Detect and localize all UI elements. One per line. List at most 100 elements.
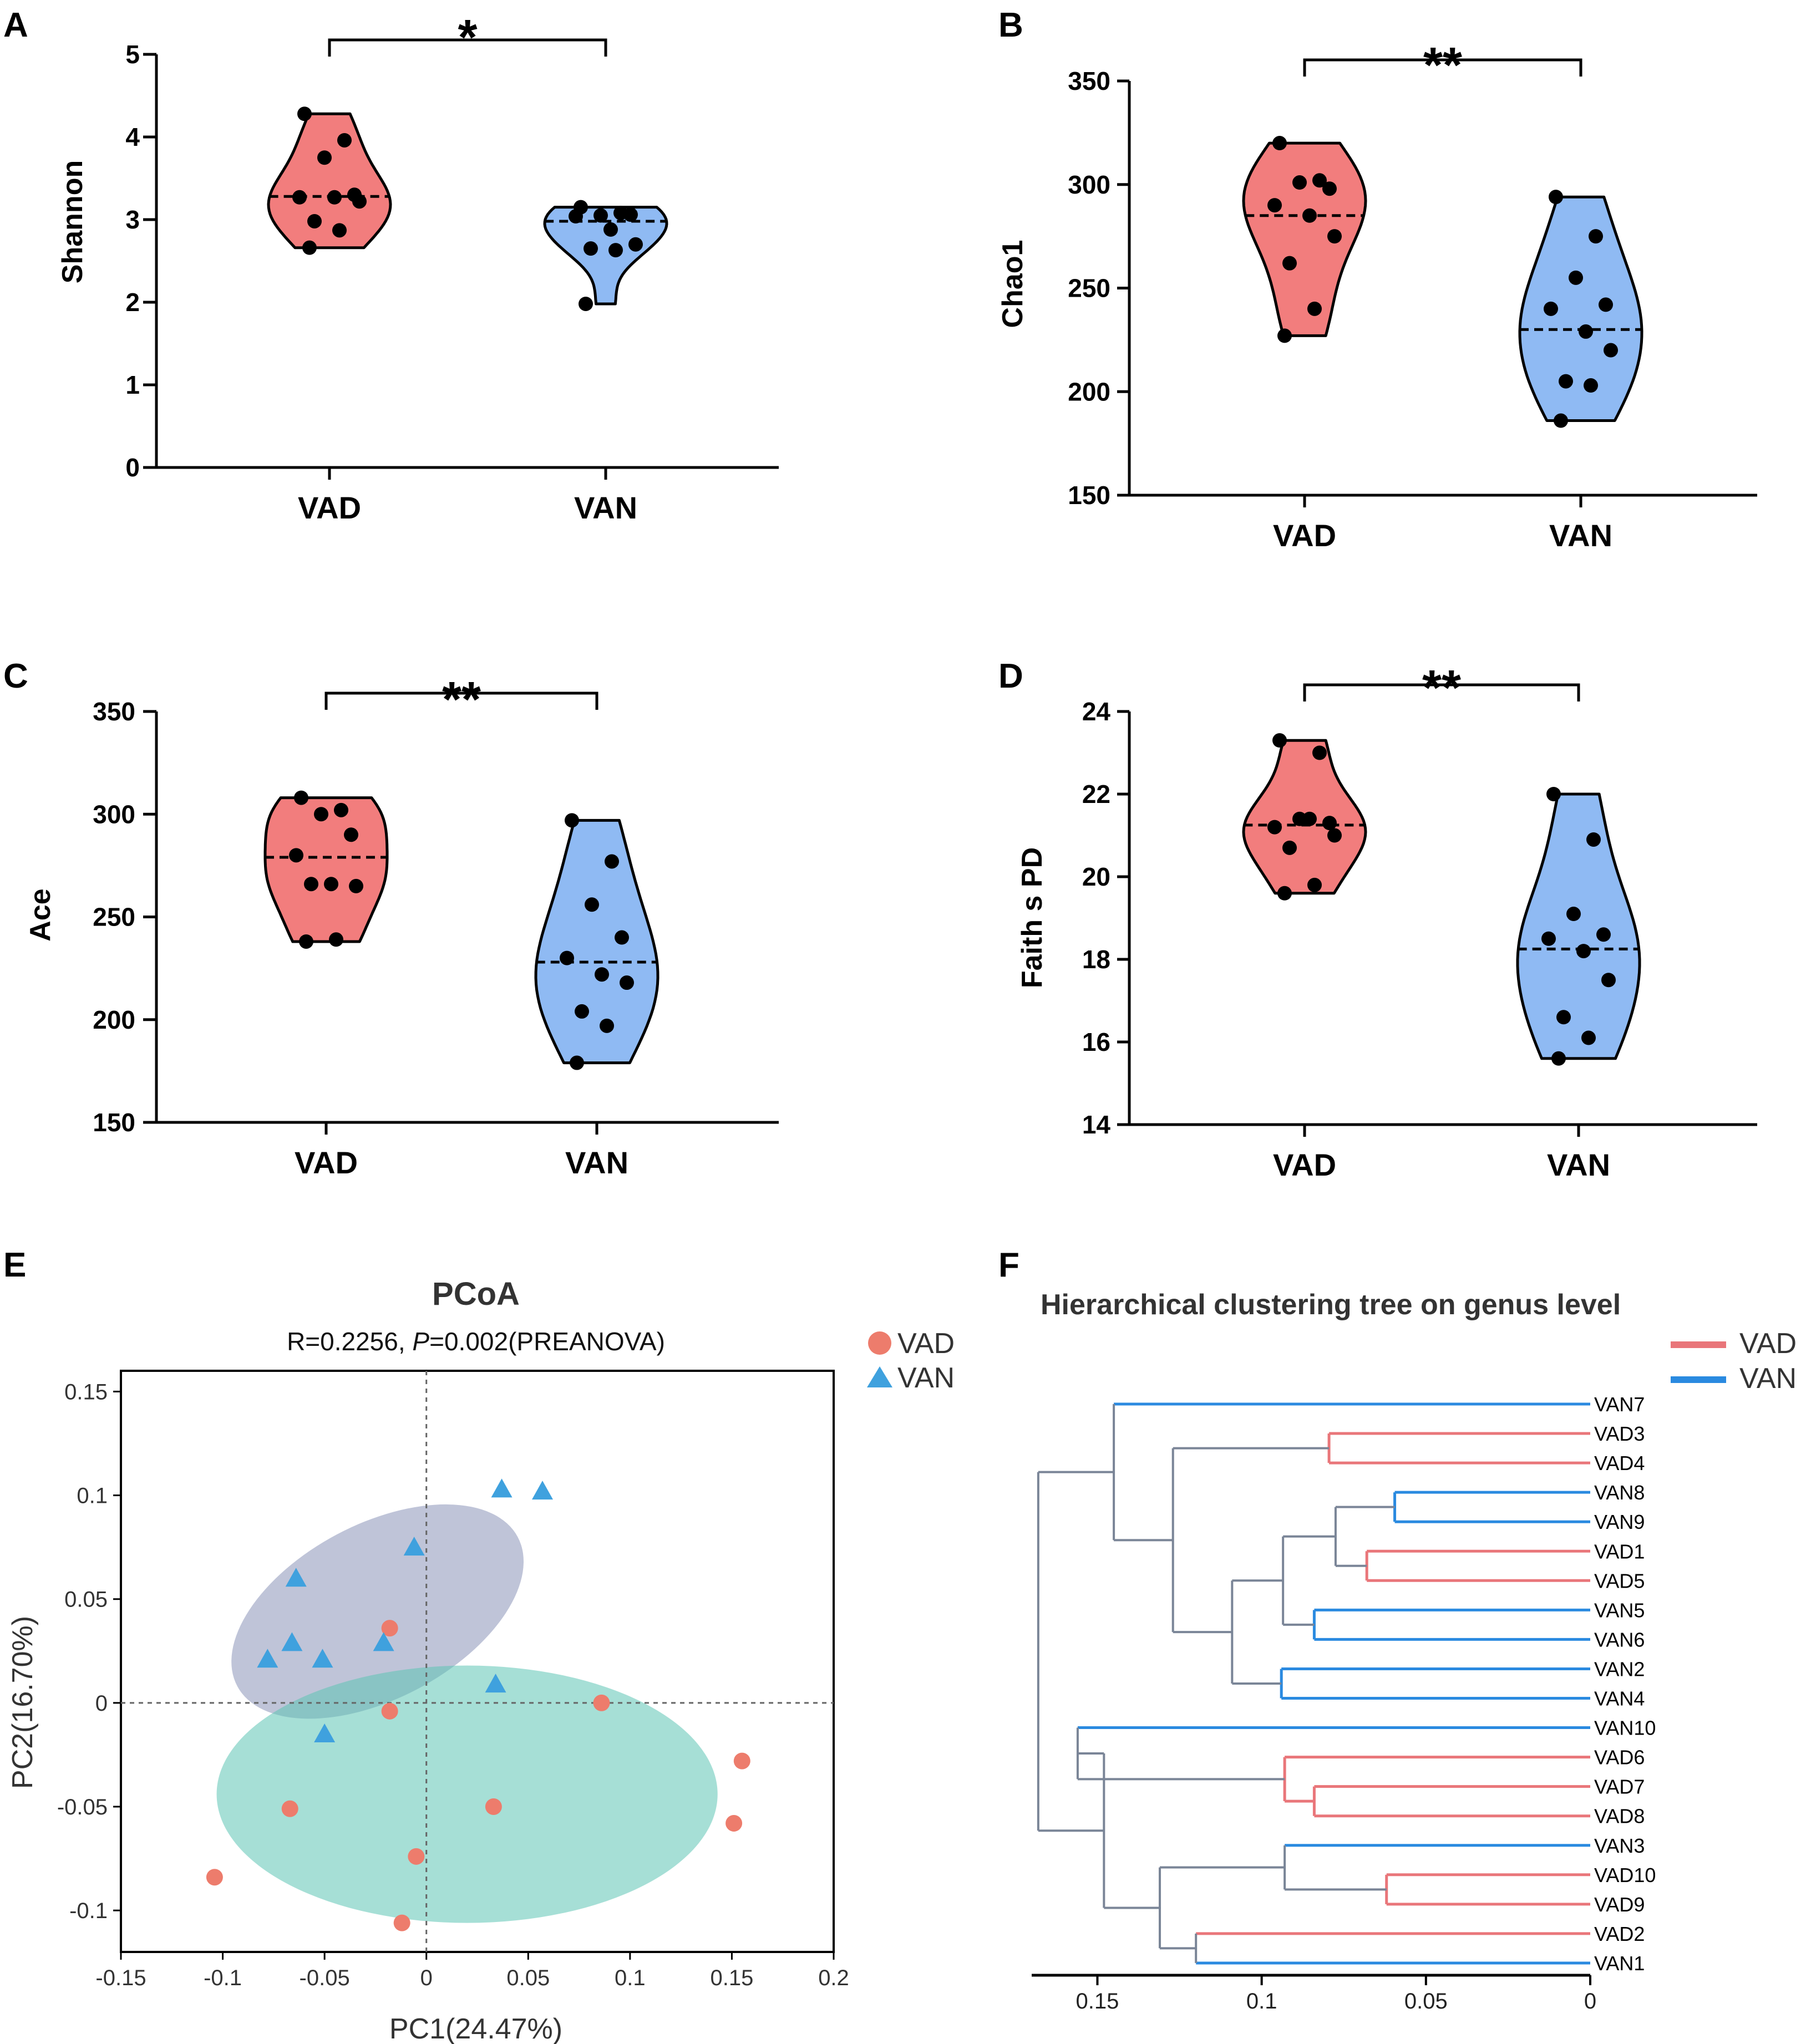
y-tick-label-a: 3 (125, 205, 140, 234)
leaf-label: VAD6 (1594, 1746, 1645, 1769)
panel-e: E PCoA R=0.2256, P=0.002(PREANOVA) -0.15… (3, 1246, 955, 2044)
y-tick-label-d: 22 (1082, 780, 1110, 809)
data-point-van-c (600, 1018, 614, 1033)
pcoa-x-tick-label: 0.1 (615, 1966, 646, 1990)
pcoa-y-tick-label: 0 (95, 1691, 108, 1716)
panel-letter-c: C (3, 657, 28, 695)
data-point-vad-b (1322, 181, 1337, 196)
data-point-vad-c (304, 877, 318, 892)
data-point-vad-c (299, 934, 313, 949)
pcoa-stat-p-symbol: P (412, 1327, 429, 1356)
violin-vad-b (1242, 141, 1367, 337)
data-point-vad-a (297, 106, 312, 121)
data-point-vad-d (1282, 840, 1297, 855)
pcoa-y-tick-label: 0.05 (64, 1588, 108, 1612)
category-label-d: VAD (1273, 1147, 1336, 1182)
violin-van-c (534, 818, 660, 1065)
pcoa-point-vad (381, 1620, 398, 1637)
significance-a: * (458, 10, 477, 65)
leaf-label: VAD10 (1594, 1864, 1656, 1887)
data-point-van-b (1559, 374, 1573, 389)
confidence-ellipse-vad (216, 1665, 718, 1923)
plot-f: VAN7 VAD3 VAD4 VAN8 VAN9 VAD1 VAD5 VAN5 VAN6 VAN2… (1032, 1393, 1656, 2014)
panel-letter-b: B (998, 6, 1023, 44)
panel-a: A Shannon 0 1 2 3 4 5 VAD VAN * (3, 6, 779, 525)
pcoa-point-vad (408, 1848, 425, 1865)
data-point-vad-a (332, 223, 347, 238)
data-point-van-d (1566, 907, 1581, 922)
y-tick-label-c: 250 (93, 903, 135, 932)
pcoa-point-vad (485, 1798, 502, 1815)
plot-c (263, 790, 660, 1070)
pcoa-point-van (485, 1674, 506, 1693)
y-tick-label-b: 200 (1068, 377, 1110, 406)
data-point-vad-d (1277, 886, 1292, 901)
pcoa-x-tick-label: -0.1 (204, 1966, 242, 1990)
data-point-vad-d (1307, 877, 1322, 892)
panel-b: B Chao1 150 200 250 300 350 VAD VAN ** (997, 6, 1757, 553)
category-label-d: VAN (1547, 1147, 1610, 1182)
data-point-van-a (628, 237, 643, 252)
data-point-vad-a (292, 190, 307, 205)
data-point-vad-d (1322, 816, 1337, 831)
axis-title-b-y: Chao1 (997, 240, 1029, 328)
data-point-vad-b (1327, 229, 1342, 244)
dendrogram-x-tick-label: 0.05 (1404, 1989, 1448, 2014)
data-point-van-b (1579, 324, 1593, 339)
leaf-label: VAN6 (1594, 1628, 1645, 1651)
data-point-van-b (1544, 301, 1558, 316)
pcoa-point-van (312, 1649, 333, 1668)
data-point-vad-a (337, 133, 352, 148)
pcoa-legend: VAD VAN (867, 1328, 955, 1394)
leaf-label: VAD3 (1594, 1422, 1645, 1445)
plot-d (1242, 733, 1641, 1066)
significance-b: ** (1423, 38, 1462, 93)
y-tick-label-b: 300 (1068, 170, 1110, 199)
data-point-vad-d (1312, 745, 1327, 760)
significance-bracket-d (1303, 683, 1580, 701)
violin-vad-a (267, 112, 392, 250)
axis-title-a-y: Shannon (57, 160, 89, 283)
dendrogram-legend: VAD VAN (1671, 1328, 1797, 1395)
data-point-van-c (575, 1004, 589, 1019)
category-label-a: VAN (574, 490, 637, 525)
pcoa-point-vad (733, 1752, 750, 1770)
y-tick-label-a: 4 (125, 123, 140, 151)
y-tick-label-c: 200 (93, 1005, 135, 1034)
pcoa-x-tick-label: -0.15 (95, 1966, 146, 1990)
y-tick-label-d: 20 (1082, 862, 1110, 891)
data-point-van-b (1599, 297, 1613, 312)
y-tick-label-c: 300 (93, 800, 135, 828)
data-point-vad-c (344, 827, 358, 842)
data-point-vad-c (294, 790, 308, 805)
data-point-vad-b (1312, 173, 1327, 188)
data-point-van-d (1601, 973, 1616, 988)
leaf-label: VAN8 (1594, 1481, 1645, 1504)
pcoa-point-van (373, 1632, 394, 1651)
axes-c: 150 200 250 300 350 VAD VAN (93, 691, 779, 1180)
data-point-van-b (1549, 190, 1563, 205)
y-tick-label-d: 24 (1082, 697, 1111, 726)
pcoa-x-tick-label: 0.05 (506, 1966, 550, 1990)
data-point-vad-b (1272, 136, 1287, 151)
category-label-c: VAD (295, 1145, 358, 1180)
violin-van-d (1516, 792, 1641, 1060)
legend-van-triangle-icon (867, 1366, 892, 1387)
data-point-van-b (1604, 343, 1618, 358)
leaf-label: VAD4 (1594, 1452, 1645, 1474)
pcoa-y-tick-label: 0.1 (77, 1484, 108, 1508)
data-point-vad-c (289, 848, 303, 863)
data-point-van-b (1584, 378, 1598, 393)
category-label-b: VAN (1549, 518, 1612, 553)
pcoa-stat-text: R=0.2256, P=0.002(PREANOVA) (287, 1327, 665, 1356)
violin-van-a (543, 206, 668, 306)
category-label-b: VAD (1273, 518, 1336, 553)
pcoa-point-vad (726, 1814, 743, 1832)
data-point-van-d (1551, 1051, 1566, 1066)
pcoa-point-van (314, 1723, 336, 1742)
data-point-van-d (1586, 832, 1601, 847)
y-tick-label-b: 150 (1068, 481, 1110, 510)
dendrogram-x-tick-label: 0.1 (1246, 1989, 1277, 2014)
pcoa-point-vad (281, 1800, 298, 1817)
